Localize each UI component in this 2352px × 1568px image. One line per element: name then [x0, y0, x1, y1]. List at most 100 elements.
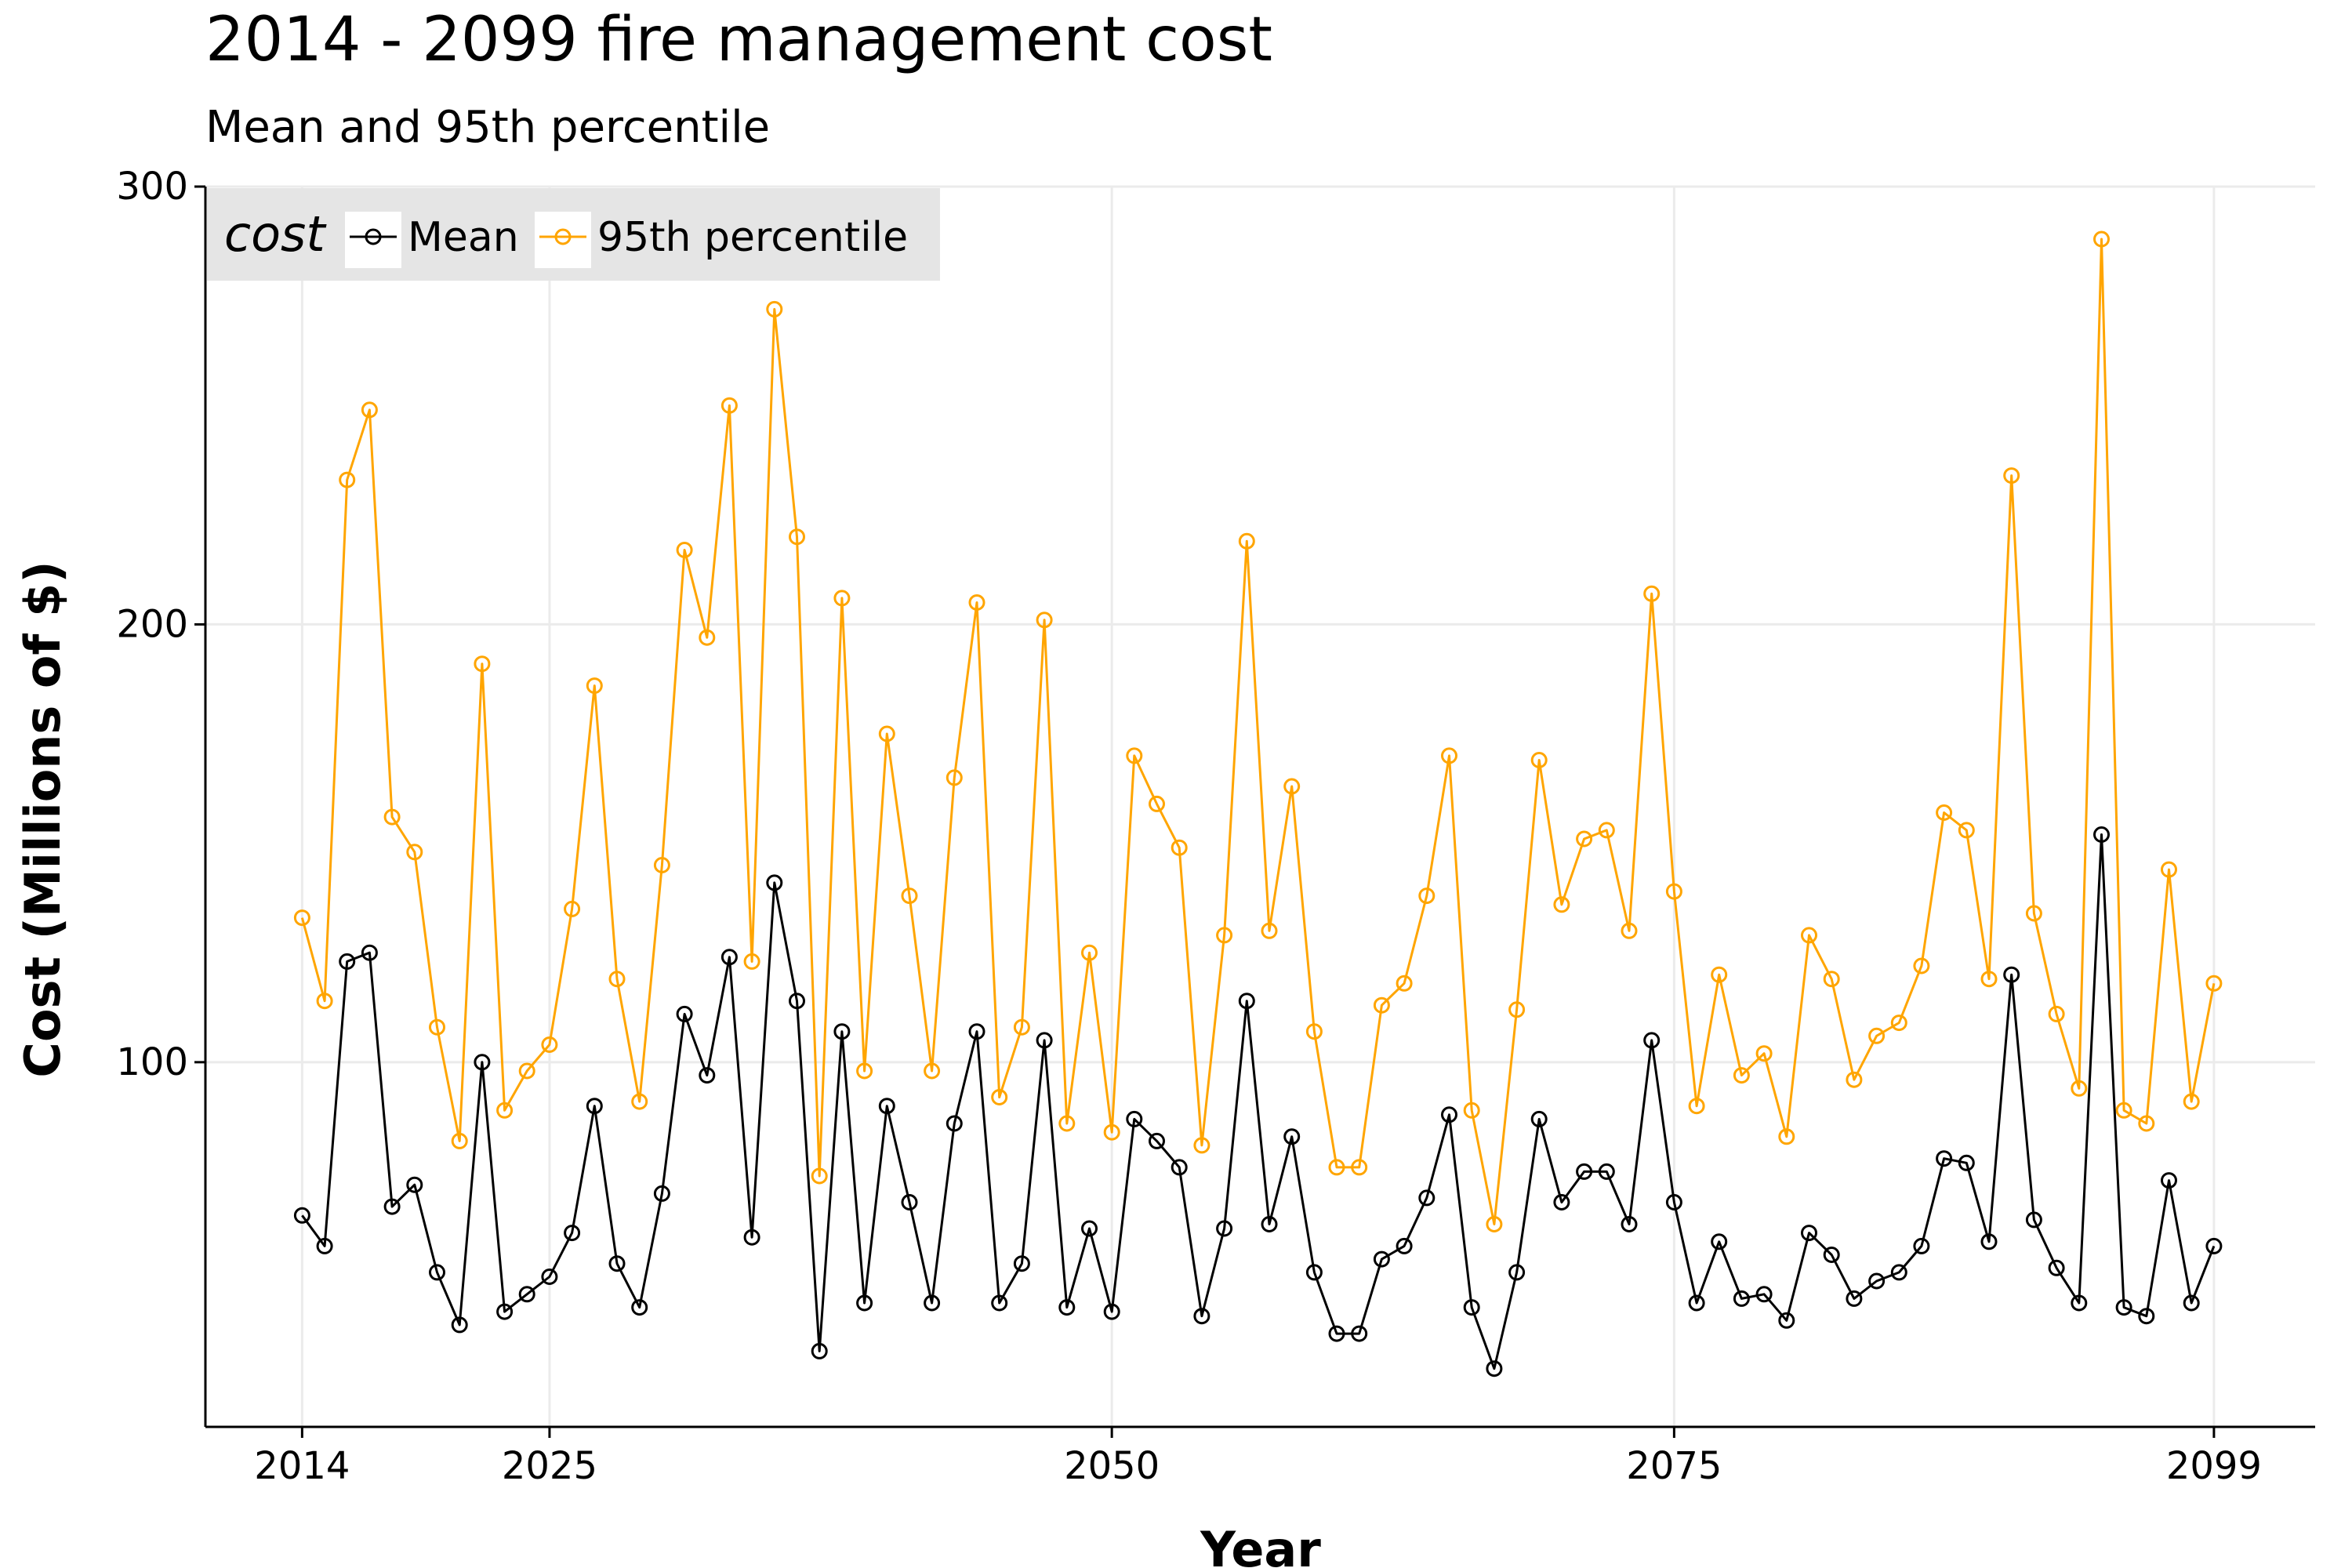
data-point-95th-percentile	[991, 1089, 1008, 1105]
series-mean	[293, 826, 2223, 1377]
data-point-mean	[361, 944, 378, 961]
data-point-95th-percentile	[1553, 896, 1570, 913]
data-point-95th-percentile	[496, 1102, 514, 1119]
data-point-mean	[2048, 1259, 2065, 1276]
data-point-95th-percentile	[474, 655, 491, 673]
data-point-mean	[541, 1269, 558, 1285]
data-point-95th-percentile	[720, 397, 738, 414]
data-point-mean	[2138, 1308, 2155, 1325]
data-point-mean	[316, 1237, 333, 1254]
data-point-95th-percentile	[743, 953, 760, 970]
y-tick-label: 200	[116, 602, 188, 646]
data-point-mean	[1149, 1132, 1165, 1149]
legend-key-95th-percentile	[535, 212, 591, 268]
data-point-95th-percentile	[1193, 1137, 1210, 1154]
data-point-mean	[1936, 1150, 1953, 1167]
data-point-mean	[429, 1264, 445, 1281]
data-point-mean	[496, 1303, 514, 1320]
data-point-mean	[901, 1194, 918, 1210]
data-point-mean	[2115, 1299, 2132, 1316]
data-point-mean	[1508, 1264, 1526, 1281]
data-point-mean	[1463, 1299, 1480, 1316]
data-point-95th-percentile	[564, 900, 581, 917]
data-point-95th-percentile	[878, 725, 895, 742]
data-point-mean	[1126, 1110, 1143, 1127]
x-tick-label: 2075	[1626, 1444, 1722, 1488]
data-point-mean	[2093, 826, 2110, 843]
data-point-95th-percentile	[608, 971, 626, 988]
data-point-mean	[1801, 1225, 1817, 1242]
data-point-95th-percentile	[924, 1062, 941, 1080]
data-point-mean	[2183, 1294, 2200, 1312]
data-point-mean	[699, 1067, 716, 1084]
data-point-95th-percentile	[316, 993, 333, 1010]
legend-item-95th-percentile: 95th percentile	[535, 212, 908, 268]
data-point-mean	[1486, 1360, 1503, 1377]
x-tick-label: 2099	[2166, 1444, 2262, 1488]
data-point-mean	[1305, 1264, 1323, 1281]
data-point-mean	[1058, 1299, 1076, 1316]
data-point-mean	[1913, 1237, 1930, 1254]
axis-ticks: 100 200 300 2014 2025 2050 2075 2099	[116, 165, 2262, 1488]
data-point-95th-percentile	[1396, 975, 1413, 992]
data-point-mean	[968, 1023, 985, 1040]
data-point-mean	[1216, 1220, 1233, 1237]
data-point-mean	[1553, 1194, 1570, 1210]
data-point-95th-percentile	[766, 300, 783, 318]
data-point-mean	[1441, 1106, 1457, 1123]
data-point-mean	[1103, 1303, 1120, 1320]
data-point-mean	[586, 1098, 603, 1115]
data-point-95th-percentile	[811, 1167, 828, 1185]
data-point-95th-percentile	[901, 887, 918, 905]
data-point-95th-percentile	[2093, 230, 2110, 248]
data-point-mean	[1418, 1189, 1436, 1207]
data-point-95th-percentile	[1036, 612, 1053, 629]
data-point-mean	[564, 1225, 581, 1242]
data-point-95th-percentile	[1508, 1001, 1526, 1018]
data-point-mean	[383, 1198, 401, 1215]
data-point-95th-percentile	[1530, 752, 1548, 768]
data-point-95th-percentile	[2205, 975, 2223, 992]
data-point-mean	[878, 1098, 895, 1115]
data-point-mean	[653, 1185, 670, 1202]
data-point-95th-percentile	[1643, 585, 1661, 602]
data-point-95th-percentile	[2161, 861, 2177, 878]
data-point-mean	[1598, 1163, 1615, 1180]
data-point-mean	[766, 874, 783, 891]
data-point-mean	[631, 1299, 648, 1316]
data-point-95th-percentile	[541, 1036, 558, 1053]
data-point-mean	[2205, 1237, 2223, 1254]
y-axis-title: Cost (Millions of $)	[14, 561, 71, 1077]
data-point-mean	[1755, 1286, 1773, 1303]
data-point-95th-percentile	[361, 401, 378, 419]
data-point-mean	[924, 1294, 941, 1312]
data-point-mean	[1530, 1110, 1548, 1127]
series-95th-percentile	[293, 230, 2223, 1232]
chart-title: 2014 - 2099 fire management cost	[205, 5, 1272, 75]
data-point-95th-percentile	[1463, 1102, 1480, 1119]
data-point-95th-percentile	[1328, 1159, 1345, 1176]
data-point-95th-percentile	[968, 594, 985, 611]
data-point-mean	[1621, 1216, 1638, 1232]
data-point-95th-percentile	[1958, 822, 1975, 839]
legend-95th-marker-icon	[554, 228, 572, 245]
x-tick-label: 2014	[254, 1444, 350, 1488]
y-tick-label: 100	[116, 1040, 188, 1084]
data-point-95th-percentile	[833, 590, 851, 607]
data-point-mean	[1283, 1128, 1301, 1145]
data-point-mean	[2071, 1294, 2088, 1312]
data-point-95th-percentile	[1261, 922, 1278, 939]
data-point-95th-percentile	[1418, 887, 1436, 905]
data-point-mean	[946, 1115, 963, 1132]
data-point-95th-percentile	[1126, 747, 1143, 764]
data-point-95th-percentile	[1373, 996, 1390, 1014]
data-point-mean	[1261, 1216, 1278, 1232]
data-point-95th-percentile	[1283, 778, 1301, 795]
data-point-95th-percentile	[1778, 1128, 1795, 1145]
data-point-mean	[518, 1286, 535, 1303]
data-point-95th-percentile	[518, 1062, 535, 1080]
legend: cost Mean 95th percentile	[207, 188, 940, 281]
data-point-mean	[1778, 1312, 1795, 1329]
data-point-95th-percentile	[1733, 1067, 1750, 1084]
